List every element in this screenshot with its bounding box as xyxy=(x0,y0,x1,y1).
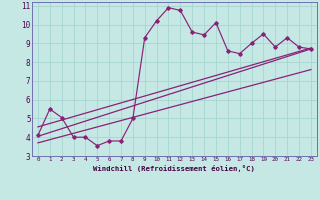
X-axis label: Windchill (Refroidissement éolien,°C): Windchill (Refroidissement éolien,°C) xyxy=(93,165,255,172)
